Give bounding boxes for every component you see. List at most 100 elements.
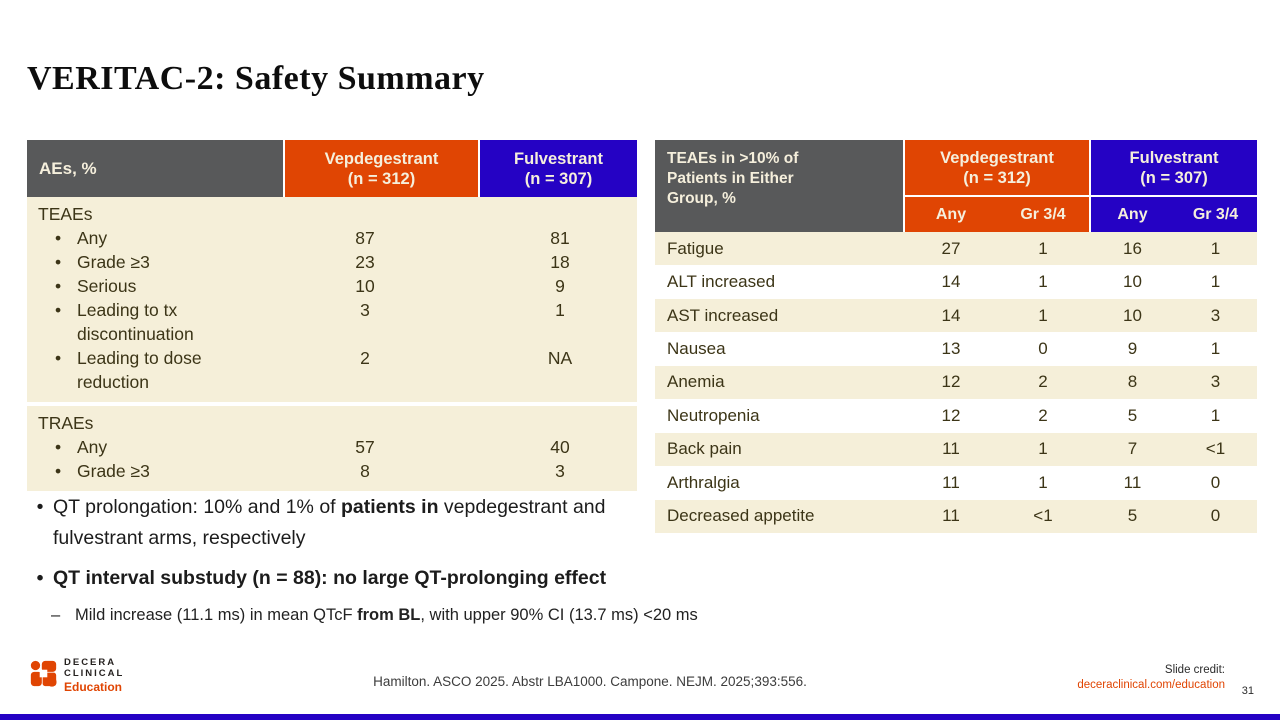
- table-row: Fatigue 27 1 16 1: [655, 232, 1257, 266]
- section-name: TRAEs: [38, 413, 94, 433]
- ae-name: Arthralgia: [667, 472, 740, 492]
- drug-name: Fulvestrant: [514, 149, 603, 168]
- dash-icon: –: [51, 606, 61, 624]
- bullet-text: QT prolongation: 10% and 1% of patients …: [53, 496, 606, 549]
- value-cell: 0: [1210, 506, 1221, 526]
- value-cell: 1: [1038, 305, 1048, 325]
- traes-section: TRAEs • Any 57 40 • Grade ≥3 8 3: [27, 406, 637, 491]
- value-cell: 2: [360, 348, 370, 368]
- value-cell: <1: [1033, 506, 1053, 526]
- ae-name: Decreased appetite: [667, 506, 815, 526]
- decera-wordmark: DECERA CLINICAL Education: [64, 657, 124, 694]
- value-cell: 5: [1127, 506, 1138, 526]
- ae-summary-table-header: AEs, % Vepdegestrant (n = 312) Fulvestra…: [27, 140, 637, 197]
- table-row: • Any 57 40: [27, 435, 637, 459]
- row-label: Leading to tx discontinuation: [77, 300, 194, 344]
- value-cell: 13: [941, 339, 961, 359]
- row-label: Any: [77, 228, 108, 248]
- slide-credit-label: Slide credit:: [1164, 664, 1225, 676]
- bottom-accent-bar: [0, 714, 1280, 720]
- bullet-text: Mild increase (11.1 ms) in mean QTcF fro…: [75, 606, 698, 624]
- value-cell: 14: [941, 305, 961, 325]
- drug-n: (n = 307): [1140, 168, 1208, 187]
- value-cell: 23: [355, 252, 375, 272]
- drug-name-block: Vepdegestrant (n = 312): [905, 140, 1089, 197]
- value-cell: 9: [555, 276, 565, 296]
- drug-name: Vepdegestrant: [324, 149, 439, 168]
- value-cell: 10: [1123, 272, 1142, 292]
- value-cell: NA: [547, 348, 573, 368]
- slide-credit-link[interactable]: deceraclinical.com/education: [1077, 679, 1225, 691]
- value-cell: 14: [941, 272, 961, 292]
- table-row: Nausea 13 0 9 1: [655, 332, 1257, 365]
- value-cell: 7: [1127, 439, 1138, 459]
- subheader-row: Any Gr 3/4: [905, 197, 1089, 232]
- subheader-row: Any Gr 3/4: [1091, 197, 1257, 232]
- value-cell: 16: [1123, 238, 1142, 258]
- value-cell: 1: [555, 300, 565, 320]
- teae-frequency-table-body: Fatigue 27 1 16 1 ALT increased 14 1 10 …: [655, 232, 1257, 533]
- row-label: Grade ≥3: [77, 461, 150, 481]
- table-row: • Serious 10 9: [27, 274, 637, 298]
- bullet-icon: •: [55, 461, 62, 481]
- subheader-gr34: Gr 3/4: [1192, 205, 1239, 223]
- slide-credit: Slide credit: deceraclinical.com/educati…: [1077, 663, 1225, 693]
- column-header-teaes: TEAEs in >10% of Patients in Either Grou…: [655, 140, 903, 232]
- value-cell: 11: [942, 506, 960, 526]
- value-cell: 3: [1210, 305, 1221, 325]
- value-cell: 0: [1210, 472, 1221, 492]
- value-cell: 1: [1038, 272, 1048, 292]
- bullet-icon: •: [55, 437, 62, 457]
- bullet-icon: •: [36, 567, 44, 589]
- ae-name: AST increased: [667, 305, 779, 325]
- value-cell: 27: [941, 238, 961, 258]
- table-row: • Any 87 81: [27, 226, 637, 250]
- ae-summary-table: AEs, % Vepdegestrant (n = 312) Fulvestra…: [27, 140, 637, 491]
- table-row: • Grade ≥3 8 3: [27, 459, 637, 483]
- drug-name: Fulvestrant: [1129, 148, 1219, 167]
- column-header-vepdegestrant: Vepdegestrant (n = 312): [285, 140, 478, 197]
- drug-name: Vepdegestrant: [940, 148, 1054, 167]
- value-cell: 57: [355, 437, 375, 457]
- row-label: Any: [77, 437, 108, 457]
- bullet-icon: •: [36, 496, 44, 518]
- group-header-vepdegestrant: Vepdegestrant (n = 312) Any Gr 3/4: [905, 140, 1089, 232]
- table-row: AST increased 14 1 10 3: [655, 298, 1257, 333]
- value-cell: 1: [1210, 405, 1221, 425]
- column-header-fulvestrant: Fulvestrant (n = 307): [480, 140, 637, 197]
- bullet-icon: •: [55, 348, 62, 368]
- ae-name: Back pain: [667, 439, 742, 459]
- page-number: 31: [1241, 685, 1254, 697]
- value-cell: 2: [1038, 405, 1048, 425]
- value-cell: 11: [942, 472, 960, 492]
- value-cell: <1: [1205, 439, 1226, 459]
- value-cell: 1: [1210, 339, 1221, 359]
- row-label: Grade ≥3: [77, 252, 150, 272]
- logo-line: CLINICAL: [64, 668, 125, 679]
- table-row: Decreased appetite 11 <1 5 0: [655, 499, 1257, 533]
- value-cell: 5: [1127, 405, 1138, 425]
- table-row: • Leading to dose reduction 2 NA: [27, 346, 637, 394]
- drug-n: (n = 307): [524, 169, 593, 188]
- teae-frequency-table-header: TEAEs in >10% of Patients in Either Grou…: [655, 140, 1257, 232]
- ae-name: Nausea: [667, 339, 726, 359]
- value-cell: 12: [941, 405, 961, 425]
- subheader-any: Any: [935, 205, 967, 223]
- section-name: TEAEs: [38, 204, 93, 224]
- value-cell: 12: [941, 372, 961, 392]
- value-cell: 1: [1210, 238, 1221, 258]
- table-row: Back pain 11 1 7 <1: [655, 432, 1257, 467]
- page-title: VERITAC-2: Safety Summary: [27, 60, 485, 97]
- table-row: • Leading to tx discontinuation 3 1: [27, 298, 637, 346]
- ae-name: Neutropenia: [667, 405, 760, 425]
- table-row: Anemia 12 2 8 3: [655, 365, 1257, 400]
- table-row: • Grade ≥3 23 18: [27, 250, 637, 274]
- value-cell: 3: [555, 461, 565, 481]
- ae-name: Fatigue: [667, 238, 724, 258]
- decera-logo-icon: [30, 660, 57, 687]
- value-cell: 1: [1038, 439, 1048, 459]
- drug-n: (n = 312): [963, 168, 1031, 187]
- value-cell: 0: [1038, 339, 1048, 359]
- drug-name-block: Fulvestrant (n = 307): [1091, 140, 1257, 197]
- row-label: Leading to dose reduction: [77, 348, 202, 392]
